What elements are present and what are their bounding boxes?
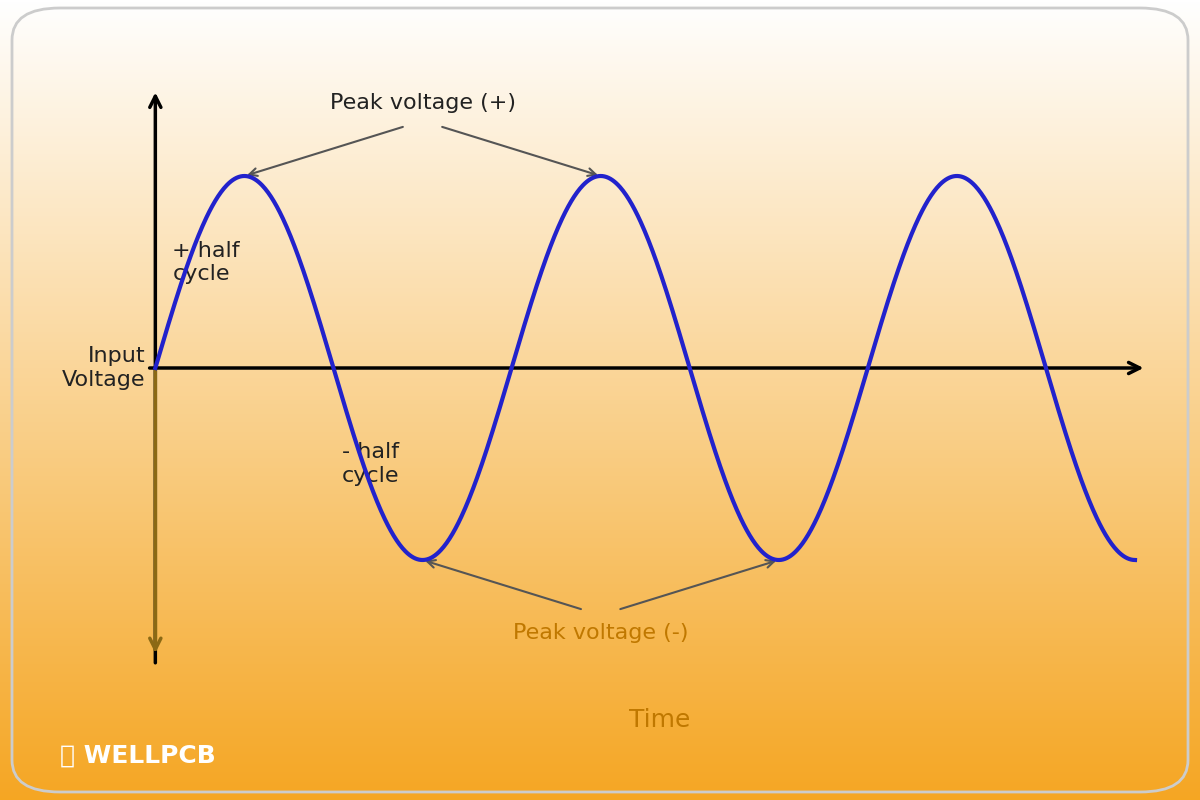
Text: Ⓦ WELLPCB: Ⓦ WELLPCB	[60, 744, 216, 768]
Text: Peak voltage (+): Peak voltage (+)	[330, 93, 516, 113]
Text: Time: Time	[629, 708, 691, 732]
Text: Peak voltage (-): Peak voltage (-)	[512, 623, 689, 643]
Text: + half
cycle: + half cycle	[173, 241, 240, 284]
Text: - half
cycle: - half cycle	[342, 442, 400, 486]
Text: Input
Voltage: Input Voltage	[61, 346, 145, 390]
